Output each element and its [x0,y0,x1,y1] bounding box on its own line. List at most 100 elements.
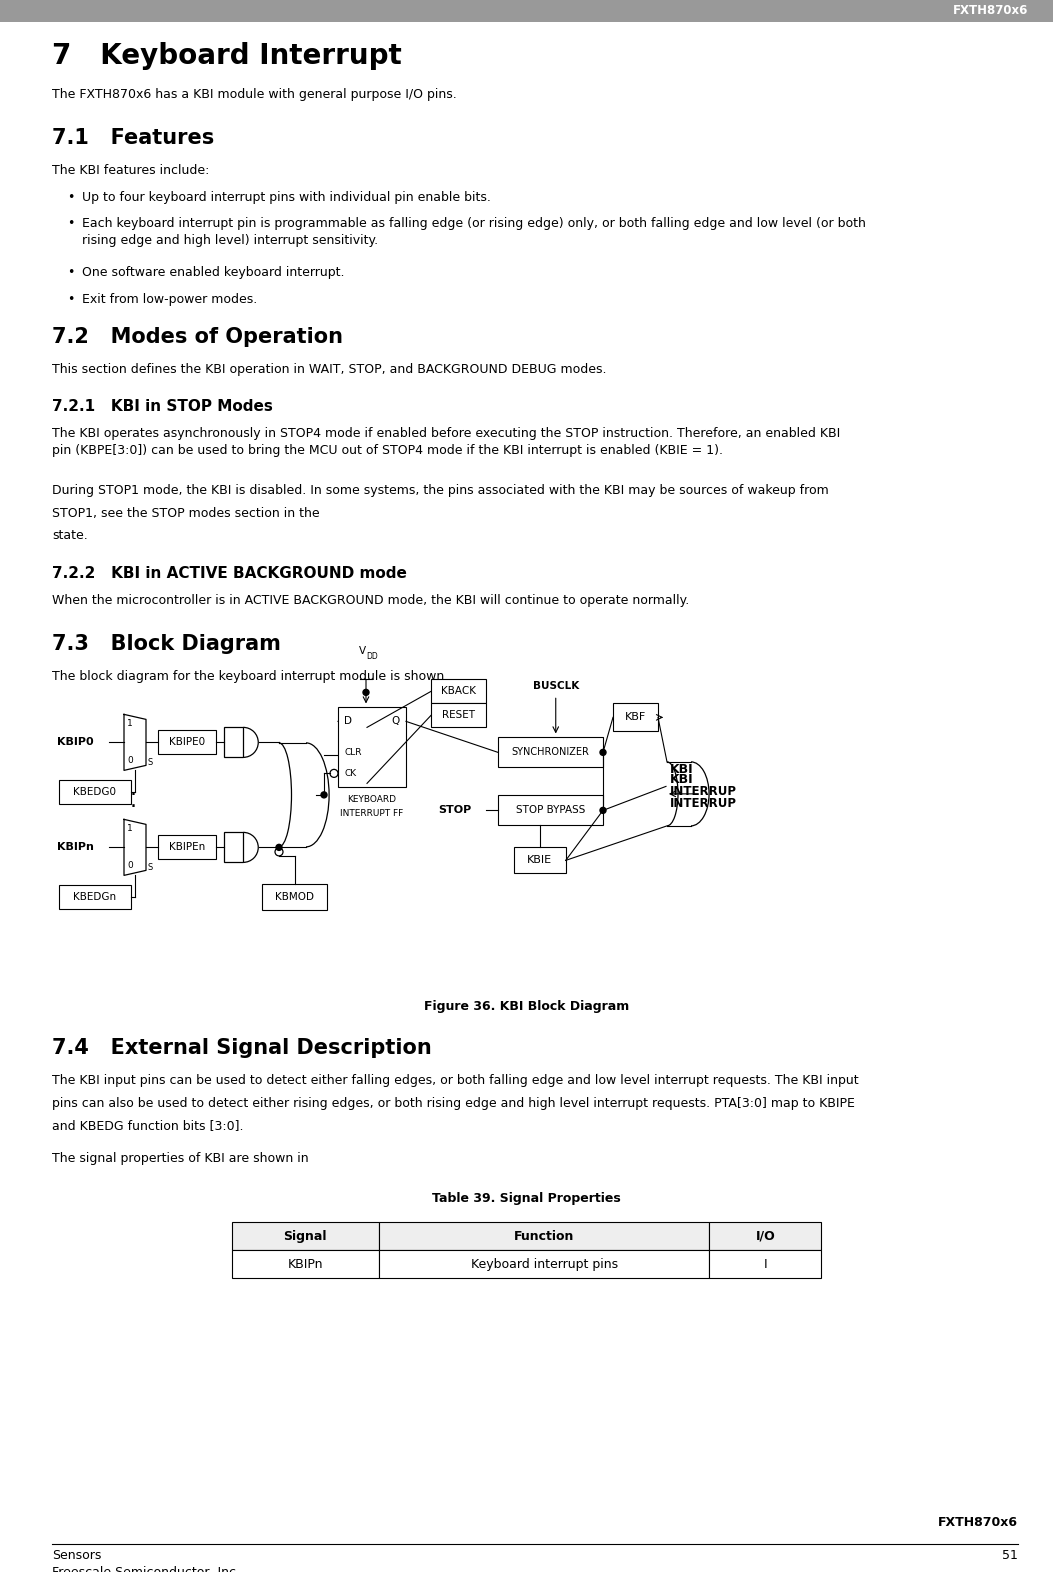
Text: KBMOD: KBMOD [275,891,314,902]
Text: 7.1   Features: 7.1 Features [52,129,214,148]
Text: 51: 51 [1002,1548,1018,1563]
Bar [262,883,327,910]
Text: •: • [67,266,75,280]
Text: KBIP0: KBIP0 [57,737,94,747]
Text: One software enabled keyboard interrupt.: One software enabled keyboard interrupt. [82,266,344,280]
Text: During STOP1 mode, the KBI is disabled. In some systems, the pins associated wit: During STOP1 mode, the KBI is disabled. … [52,484,829,497]
Text: Keyboard interrupt pins: Keyboard interrupt pins [471,1258,618,1270]
Bar [379,1221,710,1250]
Text: CK: CK [344,769,356,778]
Text: Table 39. Signal Properties: Table 39. Signal Properties [432,1192,621,1206]
Text: I/O: I/O [755,1229,775,1242]
Text: The KBI features include:: The KBI features include: [52,165,210,178]
Text: KBI: KBI [670,762,694,777]
Circle shape [321,792,327,799]
Text: INTERRUP: INTERRUP [670,784,737,799]
Bar [158,835,216,860]
Text: •: • [67,190,75,204]
Bar [710,1250,821,1278]
Text: The FXTH870x6 has a KBI module with general purpose I/O pins.: The FXTH870x6 has a KBI module with gene… [52,88,457,101]
Text: S: S [147,758,153,767]
Text: 7.2.2   KBI in ACTIVE BACKGROUND mode: 7.2.2 KBI in ACTIVE BACKGROUND mode [52,566,406,580]
Text: INTERRUPT FF: INTERRUPT FF [340,810,403,819]
Text: 7.2.1   KBI in STOP Modes: 7.2.1 KBI in STOP Modes [52,399,273,415]
Text: KBI: KBI [670,773,694,786]
Bar [431,703,486,728]
Circle shape [363,690,369,695]
Text: Function: Function [514,1229,574,1242]
Text: 7   Keyboard Interrupt: 7 Keyboard Interrupt [52,42,402,71]
Text: KBIPE0: KBIPE0 [168,737,205,747]
Text: When the microcontroller is in ACTIVE BACKGROUND mode, the KBI will continue to : When the microcontroller is in ACTIVE BA… [52,594,690,607]
Text: 7.2   Modes of Operation: 7.2 Modes of Operation [52,327,343,347]
Text: Figure 36. KBI Block Diagram: Figure 36. KBI Block Diagram [424,1000,629,1014]
Text: 0: 0 [127,861,133,869]
Bar [158,731,216,755]
Text: The block diagram for the keyboard interrupt module is shown: The block diagram for the keyboard inter… [52,670,449,682]
Text: Up to four keyboard interrupt pins with individual pin enable bits.: Up to four keyboard interrupt pins with … [82,190,491,204]
Bar [0,0,1053,22]
Text: FXTH870x6: FXTH870x6 [953,5,1028,17]
Bar [379,1250,710,1278]
Text: I: I [763,1258,768,1270]
Text: STOP BYPASS: STOP BYPASS [516,805,585,816]
Circle shape [276,844,282,850]
Text: The KBI operates asynchronously in STOP4 mode if enabled before executing the ST: The KBI operates asynchronously in STOP4… [52,428,840,457]
Text: KBIPn: KBIPn [57,843,94,852]
Text: INTERRUP: INTERRUP [670,797,737,811]
Text: STOP: STOP [438,805,472,816]
Text: 7.3   Block Diagram: 7.3 Block Diagram [52,634,281,654]
Text: STOP1, see the STOP modes section in the: STOP1, see the STOP modes section in the [52,506,323,520]
Text: RESET: RESET [442,711,475,720]
Circle shape [600,808,605,813]
Bar [224,833,243,863]
Bar [59,780,131,805]
Bar [514,847,565,874]
Text: 0: 0 [127,756,133,766]
Text: 7.4   External Signal Description: 7.4 External Signal Description [52,1039,432,1058]
Text: and KBEDG function bits [3:0].: and KBEDG function bits [3:0]. [52,1119,243,1132]
Text: .: . [130,791,137,811]
Text: Each keyboard interrupt pin is programmable as falling edge (or rising edge) onl: Each keyboard interrupt pin is programma… [82,217,866,247]
Text: KBIE: KBIE [528,855,553,865]
Text: V: V [358,646,365,657]
Text: Freescale Semiconductor, Inc.: Freescale Semiconductor, Inc. [52,1566,240,1572]
Bar [338,707,406,788]
Bar [232,1221,379,1250]
Text: DD: DD [366,652,378,662]
Circle shape [600,750,605,756]
Text: Exit from low-power modes.: Exit from low-power modes. [82,292,257,305]
Text: KBEDGn: KBEDGn [74,893,117,902]
Text: KBEDG0: KBEDG0 [74,788,117,797]
Text: state.: state. [52,530,87,542]
Text: The signal properties of KBI are shown in: The signal properties of KBI are shown i… [52,1152,313,1165]
Text: •: • [67,217,75,230]
Bar [498,737,603,767]
Text: KBIPEn: KBIPEn [168,843,205,852]
Text: KBF: KBF [624,712,647,723]
Text: This section defines the KBI operation in WAIT, STOP, and BACKGROUND DEBUG modes: This section defines the KBI operation i… [52,363,607,376]
Text: KBACK: KBACK [441,687,476,696]
Bar [710,1221,821,1250]
Text: Sensors: Sensors [52,1548,101,1563]
Text: KBIPn: KBIPn [287,1258,323,1270]
Text: FXTH870x6: FXTH870x6 [938,1515,1018,1528]
Text: .: . [130,778,137,799]
Bar [431,679,486,703]
Text: The KBI input pins can be used to detect either falling edges, or both falling e: The KBI input pins can be used to detect… [52,1074,858,1088]
Bar [498,795,603,825]
Text: KEYBOARD: KEYBOARD [347,795,397,805]
Bar [232,1250,379,1278]
Text: Signal: Signal [283,1229,327,1242]
Text: S: S [147,863,153,872]
Text: •: • [67,292,75,305]
Text: BUSCLK: BUSCLK [533,681,579,692]
Bar [613,703,658,731]
Text: Q: Q [392,717,400,726]
Bar [224,728,243,758]
Text: SYNCHRONIZER: SYNCHRONIZER [512,747,590,758]
Text: CLR: CLR [344,748,361,756]
Text: 1: 1 [127,824,133,833]
Text: D: D [344,717,352,726]
Text: pins can also be used to detect either rising edges, or both rising edge and hig: pins can also be used to detect either r… [52,1097,855,1110]
